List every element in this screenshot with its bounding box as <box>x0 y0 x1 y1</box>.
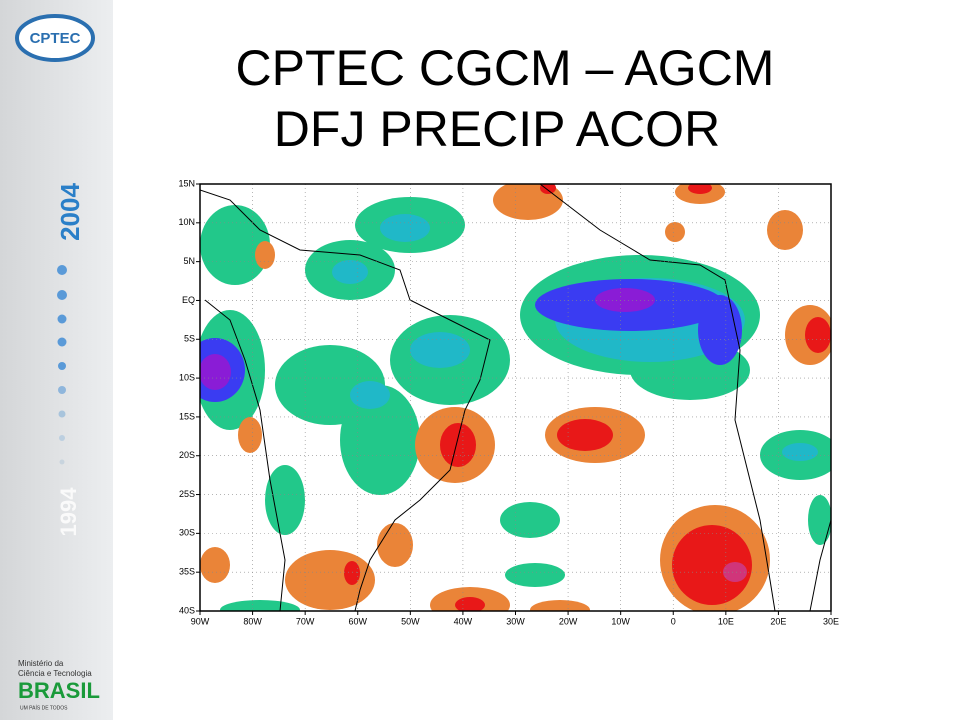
lat-label: 5S <box>184 334 195 344</box>
lon-label: 30W <box>506 616 525 626</box>
lat-label: 10N <box>178 217 195 227</box>
logo-ring <box>15 14 95 62</box>
lat-label: EQ <box>182 295 195 305</box>
peak <box>723 562 747 582</box>
lon-label: 20W <box>559 616 578 626</box>
map-field <box>200 184 831 611</box>
sidebar <box>0 0 113 720</box>
lon-label: 60W <box>348 616 367 626</box>
ministry: Ministério da <box>18 659 64 668</box>
lon-label: 80W <box>243 616 262 626</box>
lon-label: 0 <box>671 616 676 626</box>
lon-label: 20E <box>770 616 786 626</box>
coast <box>200 189 491 611</box>
title: CPTEC CGCM – AGCM <box>236 40 775 96</box>
lat-label: 20S <box>179 450 195 460</box>
lat-label: 5N <box>183 256 195 266</box>
title: DFJ PRECIP ACOR <box>274 101 720 157</box>
coast <box>539 184 831 611</box>
lon-label: 10E <box>718 616 734 626</box>
lon-label: 50W <box>401 616 420 626</box>
lon-label: 90W <box>191 616 210 626</box>
lon-label: 70W <box>296 616 315 626</box>
lat-label: 25S <box>179 489 195 499</box>
brand-motto: UM PAÍS DE TODOS <box>20 704 68 711</box>
lat-label: 35S <box>179 567 195 577</box>
lat-label: 30S <box>179 528 195 538</box>
lat-label: 10S <box>179 372 195 382</box>
ministry: Ciência e Tecnologia <box>18 669 92 678</box>
lon-label: 10W <box>611 616 630 626</box>
lon-label: 30E <box>823 616 839 626</box>
lon-label: 40W <box>454 616 473 626</box>
dots <box>57 265 67 465</box>
lat-label: 15S <box>179 411 195 421</box>
lat-label: 40S <box>179 605 195 615</box>
year-start: 1994 <box>56 487 81 537</box>
logo-text: CPTEC <box>30 30 81 47</box>
year-end: 2004 <box>55 183 85 241</box>
lat-label: 15N <box>178 178 195 188</box>
brand: BRASIL <box>18 678 100 703</box>
